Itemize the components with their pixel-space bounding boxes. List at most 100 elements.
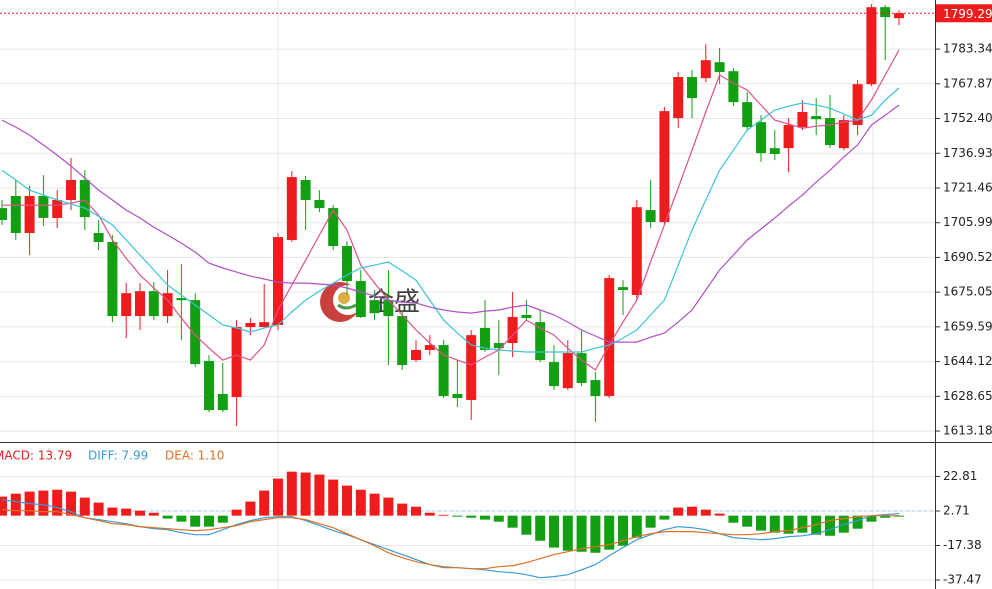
macd-bar <box>355 489 366 516</box>
candle-body <box>79 180 90 218</box>
y-tick-label: 1675.05 <box>943 285 992 299</box>
candle-body <box>673 76 684 119</box>
y-tick-label: 22.81 <box>943 469 977 483</box>
candle-body <box>10 195 21 234</box>
candle-body <box>838 120 849 149</box>
candle-body <box>411 349 421 361</box>
macd-bar <box>176 515 187 522</box>
macd-bar <box>825 515 835 536</box>
candle-body <box>107 241 118 317</box>
candle-body <box>176 298 187 301</box>
candle-body <box>866 7 877 85</box>
macd-bar <box>521 515 532 535</box>
candle-body <box>300 180 311 201</box>
macd-bar <box>866 515 877 522</box>
macd-bar <box>148 512 159 516</box>
candle-body <box>452 393 463 399</box>
candle-body <box>590 380 601 396</box>
candle-body <box>162 293 173 317</box>
last-price-label: 1799.29 <box>943 7 992 21</box>
macd-bar <box>52 489 63 516</box>
macd-bar <box>659 515 670 520</box>
y-tick-label: 1613.18 <box>943 424 992 438</box>
macd-bar <box>273 478 283 516</box>
candle-body <box>576 353 587 383</box>
macd-bar <box>135 510 145 516</box>
candle-body <box>231 327 242 398</box>
candle-body <box>825 118 835 146</box>
candle-body <box>24 195 35 234</box>
candle-body <box>121 293 132 317</box>
macd-bar <box>10 493 21 516</box>
candle-body <box>245 323 256 328</box>
macd-bar <box>480 515 490 520</box>
macd-bar <box>535 515 546 541</box>
candle-body <box>852 84 863 126</box>
candle-body <box>342 246 352 282</box>
macd-bar <box>162 515 173 519</box>
macd-bar <box>107 507 118 516</box>
macd-bar <box>79 497 90 516</box>
macd-bar <box>466 515 477 518</box>
macd-line <box>1 509 899 570</box>
candle-body <box>811 116 822 120</box>
macd-bar <box>631 515 642 538</box>
legend-entry: DEA: 1.10 <box>165 449 224 463</box>
candle-body <box>355 281 366 317</box>
macd-bar <box>783 515 794 534</box>
macd-bar <box>852 515 863 529</box>
candle-body <box>783 125 794 149</box>
macd-bar <box>328 479 339 516</box>
candle-body <box>259 322 270 328</box>
macd-bar <box>618 515 628 546</box>
macd-bar <box>769 515 780 533</box>
ma-line <box>1 87 900 353</box>
candle-body <box>618 287 628 291</box>
macd-bar <box>342 485 352 516</box>
macd-bar <box>204 515 214 527</box>
macd-bar <box>438 514 449 516</box>
candle-body <box>217 393 228 411</box>
macd-bar <box>507 515 518 528</box>
candle-body <box>466 335 477 401</box>
macd-bar <box>411 506 421 516</box>
macd-bar <box>217 515 228 523</box>
candle-body <box>604 278 615 396</box>
candle-body <box>631 207 642 295</box>
ma-line <box>2 49 900 371</box>
macd-bar <box>756 515 766 531</box>
candle-body <box>0 208 7 220</box>
macd-bar <box>383 497 394 516</box>
candle-body <box>549 362 559 387</box>
macd-bar <box>687 506 697 516</box>
y-tick-label: 1752.40 <box>943 111 992 125</box>
y-tick-label: -37.47 <box>943 573 982 587</box>
legend-entry: DIFF: 7.99 <box>88 449 148 463</box>
macd-bar <box>549 515 559 548</box>
macd-bar <box>797 515 808 533</box>
candle-body <box>687 76 697 99</box>
candle-body <box>286 177 297 240</box>
macd-bar <box>424 512 435 516</box>
candle-body <box>314 200 325 209</box>
y-tick-label: 1644.12 <box>943 354 992 368</box>
macd-bar <box>93 502 104 516</box>
logo-dot <box>338 292 350 304</box>
macd-bar <box>231 509 242 516</box>
macd-bar <box>576 515 587 552</box>
candle-body <box>797 112 808 128</box>
candle-body <box>383 300 394 317</box>
macd-bar <box>66 491 76 516</box>
macd-bar <box>245 501 256 516</box>
candle-body <box>880 7 891 18</box>
logo-leaf <box>337 303 357 310</box>
candle-body <box>38 195 49 218</box>
candle-body <box>659 111 670 223</box>
legend-entry: MACD: 13.79 <box>0 449 72 463</box>
macd-bar <box>880 515 891 518</box>
macd-bar <box>369 493 380 516</box>
candle-body <box>480 327 490 350</box>
y-tick-label: 1705.99 <box>943 215 992 229</box>
